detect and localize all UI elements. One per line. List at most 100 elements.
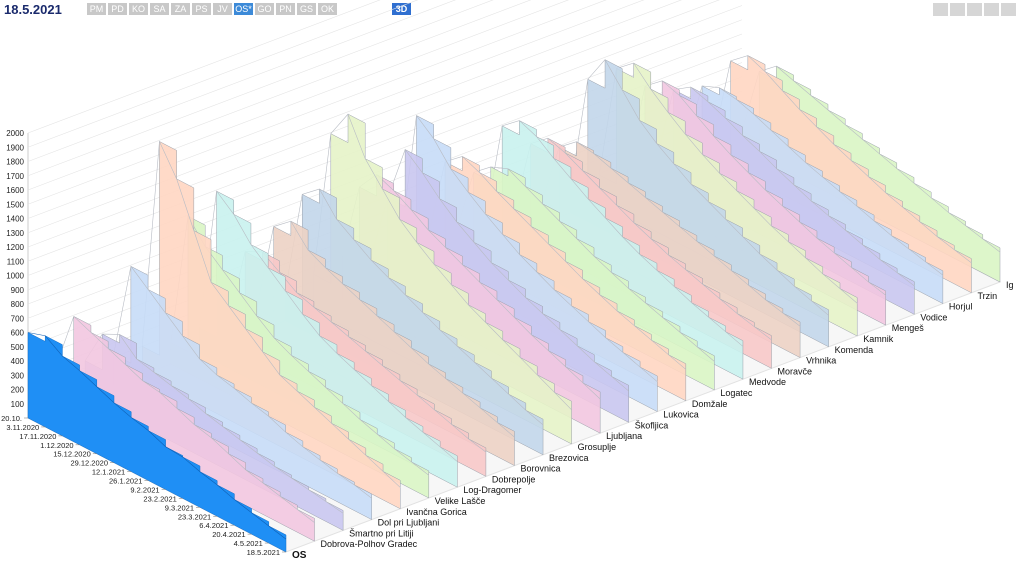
- region-button-active[interactable]: OS*: [234, 3, 253, 15]
- control-button[interactable]: [1001, 3, 1016, 16]
- series-area: [56, 315, 315, 542]
- series-label: Log-Dragomer: [463, 485, 521, 495]
- series-line: [256, 220, 515, 438]
- series-line: [199, 190, 458, 462]
- series-area: [313, 113, 572, 445]
- region-button[interactable]: JV: [213, 3, 232, 15]
- z-tick-label: 1700: [6, 172, 24, 181]
- date-tick-label: 6.4.2021: [199, 521, 228, 530]
- z-gridline: [27, 0, 456, 162]
- series-label: Dobrova-Polhov Gradec: [321, 539, 418, 549]
- series-line: [84, 333, 344, 514]
- series-label: Domžale: [692, 399, 728, 409]
- series-line: [713, 55, 972, 264]
- series-line: [570, 59, 829, 316]
- series-label: Medvode: [749, 377, 786, 387]
- z-gridline: [27, 0, 720, 262]
- region-button[interactable]: GS: [297, 3, 316, 15]
- series-area: [370, 149, 629, 423]
- region-button[interactable]: PD: [108, 3, 127, 15]
- series-label: Trzin: [977, 291, 997, 301]
- region-button[interactable]: PM: [87, 3, 106, 15]
- series-line: [398, 114, 658, 382]
- view-3d-button[interactable]: 3D: [392, 3, 411, 15]
- series-line: [456, 166, 715, 362]
- date-tick-label: 26.1.2021: [109, 477, 142, 486]
- z-tick-label: 1100: [7, 257, 25, 266]
- series-line: [141, 140, 401, 488]
- series-line: [484, 120, 744, 347]
- z-tick-label: 100: [11, 400, 25, 409]
- series-line: [427, 156, 687, 370]
- z-tick-label: 1200: [6, 243, 24, 252]
- series-line: [284, 188, 544, 426]
- z-tick-label: 1400: [6, 215, 24, 224]
- date-tick-label: 20.4.2021: [212, 530, 245, 539]
- date-tick-label: 23.2.2021: [143, 494, 176, 503]
- series-label: Ig: [1006, 280, 1014, 290]
- z-tick-label: 400: [11, 357, 25, 366]
- series-label: Grosuplje: [578, 442, 617, 452]
- series-label: Ivančna Gorica: [406, 507, 467, 517]
- series-line: [170, 215, 429, 476]
- region-button[interactable]: GO: [255, 3, 274, 15]
- z-gridline: [27, 0, 532, 191]
- z-tick-label: 800: [11, 300, 25, 309]
- z-tick-label: 1000: [6, 272, 24, 281]
- series-area: [570, 59, 829, 348]
- region-button[interactable]: PS: [192, 3, 211, 15]
- series-area: [713, 55, 972, 294]
- series-area: [84, 333, 344, 531]
- date-tick-label: 1.12.2020: [40, 441, 73, 450]
- series-label: Horjul: [949, 302, 973, 312]
- z-tick-label: 200: [11, 386, 25, 395]
- date-tick-label: 18.5.2021: [247, 548, 280, 557]
- series-area: [27, 332, 287, 553]
- date-tick-label: 9.2.2021: [130, 485, 159, 494]
- region-button[interactable]: ZA: [171, 3, 190, 15]
- series-label: Borovnica: [520, 464, 560, 474]
- z-gridline: [27, 0, 381, 134]
- region-button[interactable]: PN: [276, 3, 295, 15]
- date-tick-label: 17.11.2020: [19, 432, 56, 441]
- date-tick-label: 29.12.2020: [70, 459, 108, 468]
- control-button[interactable]: [950, 3, 965, 16]
- z-tick-label: 1900: [6, 143, 24, 152]
- z-tick-label: 300: [11, 371, 25, 380]
- z-gridline: [27, 0, 645, 234]
- series-line: [227, 251, 487, 453]
- region-button[interactable]: SA: [150, 3, 169, 15]
- series-label: Moravče: [778, 366, 813, 376]
- series-line: [627, 80, 886, 296]
- series-area: [598, 62, 858, 337]
- series-label: Ljubljana: [606, 431, 642, 441]
- z-tick-label: 600: [11, 329, 25, 338]
- z-gridline: [27, 0, 494, 177]
- z-gridline: [27, 0, 683, 248]
- series-label: Mengeš: [892, 323, 925, 333]
- date-tick-label: 4.5.2021: [234, 539, 263, 548]
- series-line: [56, 315, 315, 523]
- region-button[interactable]: KO: [129, 3, 148, 15]
- series-area: [284, 188, 544, 456]
- z-gridline: [27, 0, 607, 219]
- series-label: Dobrepolje: [492, 474, 536, 484]
- z-tick-label: 1300: [6, 229, 24, 238]
- series-label: Logatec: [720, 388, 753, 398]
- current-date-label: 18.5.2021: [4, 2, 62, 17]
- z-tick-label: 700: [11, 314, 25, 323]
- z-gridline: [27, 19, 743, 291]
- series-label: Lukovica: [663, 410, 699, 420]
- region-button[interactable]: OK: [318, 3, 337, 15]
- z-tick-label: 900: [11, 286, 25, 295]
- control-button[interactable]: [984, 3, 999, 16]
- series-area: [484, 120, 744, 380]
- date-tick-label: 15.12.2020: [53, 450, 91, 459]
- series-line: [684, 85, 944, 276]
- series-label: Komenda: [835, 345, 874, 355]
- series-label: Šmartno pri Litiji: [349, 528, 414, 538]
- control-button[interactable]: [933, 3, 948, 16]
- control-button[interactable]: [967, 3, 982, 16]
